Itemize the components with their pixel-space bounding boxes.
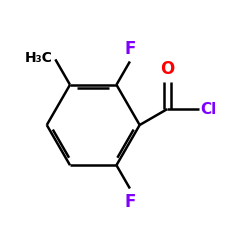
Text: O: O	[160, 60, 174, 78]
Text: H₃C: H₃C	[25, 51, 53, 65]
Text: F: F	[124, 193, 136, 211]
Text: F: F	[124, 40, 136, 58]
Text: Cl: Cl	[200, 102, 216, 116]
